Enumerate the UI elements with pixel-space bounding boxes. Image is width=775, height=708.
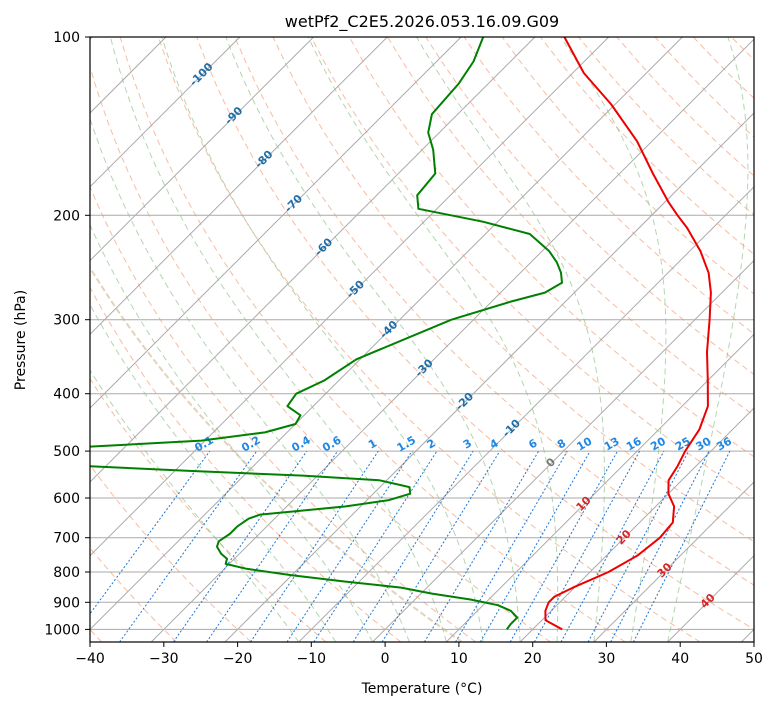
dry-adiabat [501,37,754,295]
moist-adiabat [416,37,605,642]
isotherm-line [90,37,683,631]
isotherm-line [224,112,754,642]
x-tick-label: 10 [450,651,468,667]
y-tick-label: 800 [53,565,80,581]
mixing-ratio-line [509,450,618,642]
y-tick-label: 400 [53,387,80,403]
dry-adiabat [463,37,754,335]
mixing-ratio-line [206,450,339,642]
dewpoint-profile [90,37,563,630]
isotherm-line [372,259,754,642]
moist-adiabat [90,117,410,642]
isotherm-line [90,37,610,557]
dry-adiabat [157,37,701,642]
mixing-ratio-line [352,450,474,642]
x-tick-label: −10 [297,651,327,667]
dry-adiabat [90,464,252,642]
mixing-ratio-line [455,450,568,642]
dry-adiabat [90,65,551,642]
y-tick-label: 300 [53,313,80,329]
temperature-profile [544,37,712,631]
isotherm-line [298,186,754,642]
mixing-ratio-line [172,450,308,642]
plot-grid [90,37,754,642]
plot-frame [89,36,755,643]
x-tick-label: 40 [671,651,689,667]
mixing-ratio-line [479,450,591,642]
y-tick-label: 500 [53,444,80,460]
dry-adiabat [119,37,626,642]
x-tick-label: 20 [524,651,542,667]
moist-adiabat [109,37,447,642]
axes: −40 −30 −20 −10 0 10 20 30 40 50 100 200 300 400 500 60… [44,30,763,667]
y-tick-label: 1000 [44,622,80,638]
moist-adiabat [667,37,749,642]
mixing-ratio-line [313,450,438,642]
x-tick-label: 50 [745,651,763,667]
moist-adiabat [225,37,521,642]
y-tick-label: 700 [53,531,80,547]
y-tick-label: 600 [53,491,80,507]
mixing-ratio-line [560,450,665,642]
x-tick-label: −20 [223,651,253,667]
mixing-ratio-line [533,450,641,642]
isotherm-line [90,37,388,336]
mixing-ratio-line [423,450,540,642]
x-tick-label: 30 [597,651,615,667]
mixing-ratio-line [119,450,258,642]
x-tick-label: 0 [381,651,390,667]
isotherm-line [150,38,754,642]
dry-adiabat [425,37,754,375]
mixing-ratio-line [381,450,501,642]
dry-adiabat [90,377,327,642]
isotherm-line [519,407,754,642]
isotherm-line [90,37,462,409]
isotherm-line [90,37,241,188]
isotherm-line [90,37,536,483]
reference-curve [90,265,463,642]
moist-adiabat [90,303,337,642]
dry-adiabat [272,37,754,543]
y-tick-label: 200 [53,208,80,224]
dry-adiabat [196,37,754,630]
dry-adiabat [310,37,754,500]
isotherm-line [90,37,314,262]
y-axis-label: Pressure (hPa) [13,290,29,390]
isotherm-line [445,333,754,642]
isotherm-line [593,481,754,642]
y-tick-label: 100 [53,30,80,46]
moist-adiabat [90,223,374,642]
x-tick-label: −40 [75,651,105,667]
x-tick-label: −30 [149,651,179,667]
y-tick-label: 900 [53,595,80,611]
x-axis-label: Temperature (°C) [361,681,483,697]
dry-adiabat [234,37,754,586]
chart-title: wetPf2_C2E5.2026.053.16.09.G09 [285,12,559,32]
profiles [90,37,712,631]
mixing-ratio-line [90,450,211,615]
moist-adiabat [560,37,667,642]
